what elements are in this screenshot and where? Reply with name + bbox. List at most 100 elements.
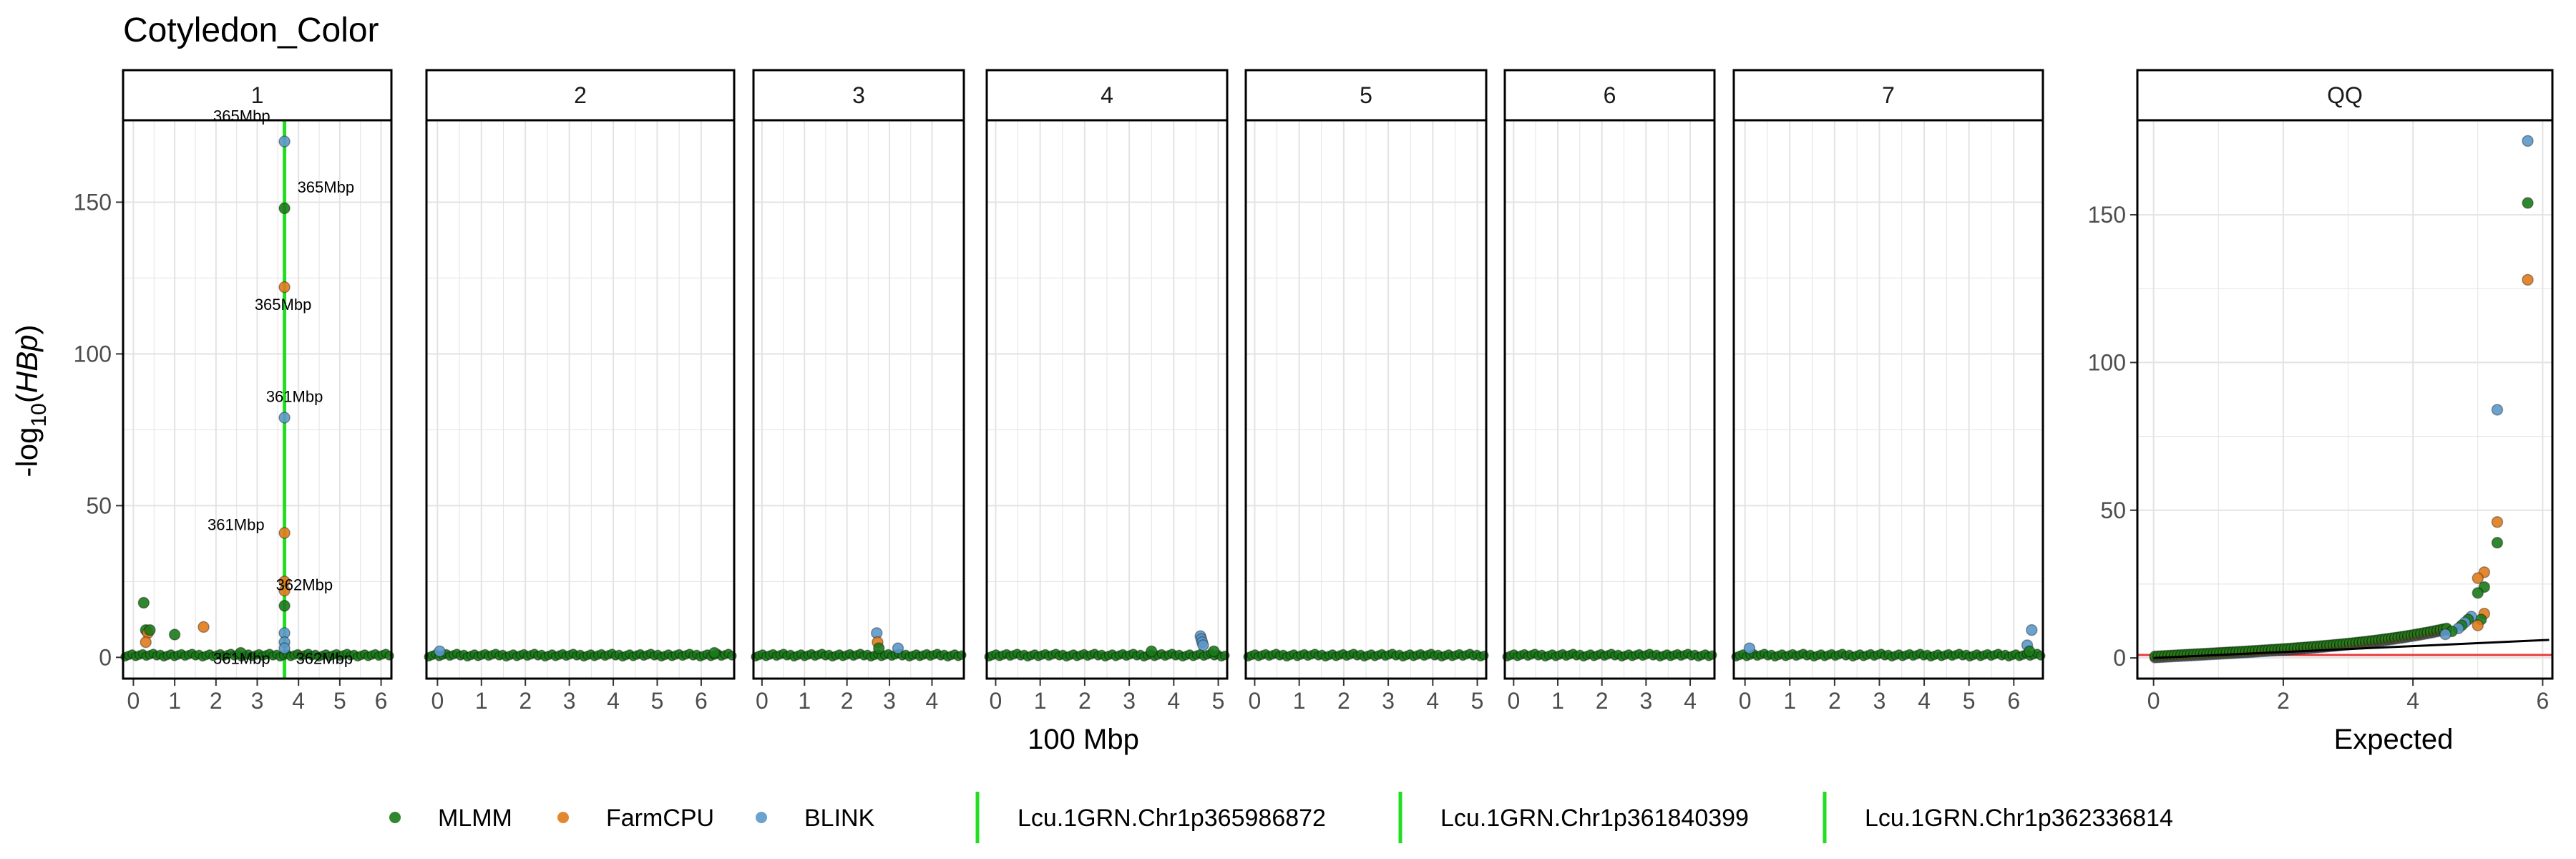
point-farmcpu [278,527,291,539]
x-tick-label: 1 [1783,688,1796,714]
point-farmcpu [2472,572,2484,584]
point-farmcpu [278,584,291,597]
snp-label: 365Mbp [255,296,312,314]
legend-label: FarmCPU [606,805,714,832]
facet-strip-label: 3 [852,82,865,108]
panel-6: 0 1 2 3 4 6 [1502,69,1717,714]
point-mlmm [168,629,181,641]
panel-background [753,120,964,679]
snp-label: 362Mbp [276,576,333,593]
facet-strip [122,69,393,122]
point-mlmm [2522,197,2534,209]
legend-label: MLMM [438,805,512,832]
snp-label: 361Mbp [266,387,323,405]
panel-background [1734,120,2043,679]
y-tick-label: 100 [74,341,112,367]
legend: MLMM FarmCPU BLINK Lcu.1GRN.Chr1p365986872 L… [389,792,2173,843]
facet-strip-label: 6 [1604,82,1616,108]
point-blink [1197,639,1209,651]
panel-border [752,119,965,680]
x-tick-label: 0 [1249,688,1262,714]
legend-line-item: Lcu.1GRN.Chr1p362336814 [1823,792,2173,843]
x-tick-label: 2 [2277,688,2290,714]
x-tick-label: 0 [127,688,140,714]
x-tick-label: 4 [1167,688,1180,714]
point-mlmm [235,646,247,659]
panel-2: 0 1 2 3 4 5 6 2 [424,69,737,714]
baseline-points [1243,649,1489,662]
x-tick-label: 1 [168,688,181,714]
baseline-points [1502,649,1717,662]
point-blink [1743,642,1756,654]
point-mlmm [708,646,721,659]
legend-label: BLINK [804,805,875,832]
facet-strip [1732,69,2044,122]
x-tick-label: 0 [431,688,444,714]
baseline-points [1731,649,2046,662]
legend-line-item: Lcu.1GRN.Chr1p365986872 [975,792,1326,843]
facet-strip-label: QQ [2327,82,2363,108]
point-mlmm [2023,645,2036,658]
point-blink [2491,404,2504,416]
point-farmcpu [140,636,152,649]
point-mlmm [872,642,885,654]
facet-strip-label: 7 [1882,82,1895,108]
facet-strip-label: 1 [251,82,264,108]
point-farmcpu [2522,273,2534,286]
point-mlmm [144,623,156,636]
x-tick-label: 1 [475,688,488,714]
x-tick-label: 4 [926,688,939,714]
manhattan-plot: 0 1 2 3 4 5 60501001501365Mbp365Mbp365Mbp361Mb… [74,69,2046,714]
qq-plot: 0 2 4 6 0 50 100 150 QQ [2088,69,2554,714]
facet-strip-label: 5 [1360,82,1372,108]
panel-background [1505,120,1714,679]
panel-border [1503,119,1716,680]
facet-strip [985,69,1229,122]
chart-title: Cotyledon_Color [123,11,379,49]
x-tick-label: 5 [333,688,346,714]
x-tick-label: 1 [1034,688,1047,714]
facet-strip [752,69,965,122]
y-tick-label: 50 [86,492,112,518]
qq-x-axis-label: Expected [2334,724,2454,755]
panel-border [985,119,1229,680]
legend-item-blink: BLINK [756,805,875,832]
panel-5: 0 1 2 3 4 5 5 [1243,69,1489,714]
panel-qq: 0 2 4 6 0 50 100 150 QQ [2088,69,2554,714]
point-mlmm [137,596,150,609]
x-tick-label: 1 [1551,688,1564,714]
snp-label: 361Mbp [213,650,270,668]
point-blink [278,642,291,654]
point-blink [2522,135,2534,147]
x-tick-label: 2 [210,688,223,714]
x-tick-label: 5 [1212,688,1225,714]
facet-strip-label: 4 [1101,82,1113,108]
point-mlmm [2491,536,2504,549]
x-tick-label: 5 [1963,688,1976,714]
legend-marker [389,812,401,823]
panel-7: 0 1 2 3 4 5 6 7 [1731,69,2046,714]
point-mlmm [278,202,291,215]
x-tick-label: 5 [651,688,664,714]
x-tick-label: 2 [1828,688,1841,714]
x-tick-label: 2 [519,688,532,714]
panel-4: 0 1 2 3 4 5 4 [984,69,1230,714]
point-mlmm [2472,587,2484,599]
point-blink [892,642,904,654]
facet-strip [425,69,736,122]
panel-3: 0 1 2 3 4 3 [751,69,967,714]
legend-marker [756,812,767,823]
x-tick-label: 2 [1078,688,1091,714]
snp-label: 362Mbp [296,650,353,668]
legend-line-item: Lcu.1GRN.Chr1p361840399 [1398,792,1749,843]
point-farmcpu [197,621,210,634]
x-tick-label: 4 [607,688,620,714]
x-tick-label: 0 [1507,688,1520,714]
qq-diagonal [2153,639,2550,659]
panel-border [425,119,736,680]
x-tick-label: 6 [375,688,388,714]
point-blink [2439,628,2451,641]
x-tick-label: 6 [2537,688,2550,714]
point-blink [278,412,291,424]
